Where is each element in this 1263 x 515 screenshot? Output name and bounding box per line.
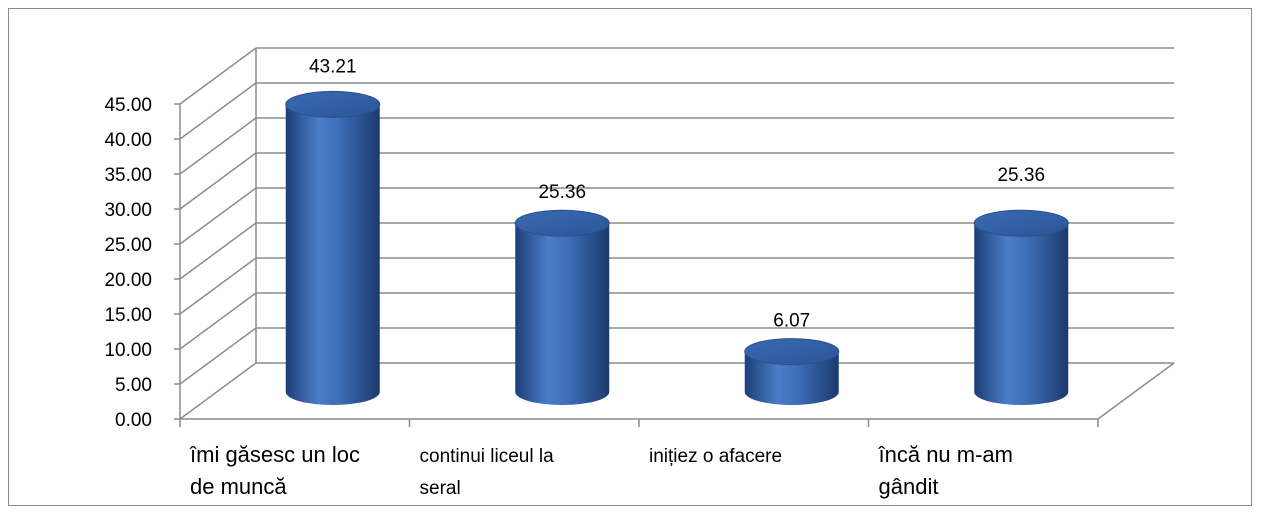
- x-category-label: seral: [420, 478, 461, 499]
- bar-body: [285, 104, 380, 405]
- bar-top: [744, 338, 840, 366]
- bars: [285, 90, 1069, 405]
- gridline-side: [179, 47, 257, 105]
- y-tick-label: 0.00: [115, 410, 152, 431]
- data-label: 43.21: [309, 56, 357, 77]
- y-tick-label: 5.00: [115, 375, 152, 396]
- data-label: 25.36: [997, 165, 1045, 186]
- floor-left-edge: [179, 362, 257, 420]
- bar[interactable]: [514, 209, 610, 405]
- data-label: 6.07: [773, 311, 810, 332]
- y-tick-label: 20.00: [104, 270, 152, 291]
- y-tick-label: 40.00: [104, 130, 152, 151]
- x-category-label: gândit: [879, 474, 939, 499]
- labels: 0.00 5.00 10.00 15.00 20.00 25.00 30.00 35.00 40…: [104, 56, 1045, 499]
- gridline-side: [179, 187, 257, 245]
- y-tick-label: 45.00: [104, 95, 152, 116]
- x-category-label: de muncă: [190, 474, 287, 499]
- y-tick-label: 10.00: [104, 340, 152, 361]
- gridline-side: [179, 292, 257, 350]
- gridline-side: [179, 117, 257, 175]
- y-tick-label: 30.00: [104, 200, 152, 221]
- gridline-side: [179, 82, 257, 140]
- y-tick-label: 35.00: [104, 165, 152, 186]
- x-category-label: îmi găsesc un loc: [189, 442, 360, 467]
- bar-body: [974, 223, 1069, 405]
- x-category-label: inițiez o afacere: [649, 446, 782, 467]
- x-category-label: continui liceul la: [420, 446, 555, 467]
- floor-right-edge: [1097, 362, 1175, 420]
- bar-body: [515, 223, 610, 405]
- y-tick-label: 25.00: [104, 235, 152, 256]
- data-label: 25.36: [538, 182, 586, 203]
- bar-top: [285, 90, 381, 118]
- bar-top: [514, 209, 610, 237]
- gridline-side: [179, 257, 257, 315]
- bar[interactable]: [973, 209, 1069, 405]
- gridline-side: [179, 152, 257, 210]
- gridline-side: [179, 222, 257, 280]
- bar-top: [973, 209, 1069, 237]
- bar[interactable]: [744, 338, 840, 405]
- x-category-label: încă nu m-am: [878, 442, 1014, 467]
- bar-body: [744, 351, 839, 405]
- y-tick-label: 15.00: [104, 305, 152, 326]
- gridline-side: [179, 327, 257, 385]
- bar[interactable]: [285, 90, 381, 405]
